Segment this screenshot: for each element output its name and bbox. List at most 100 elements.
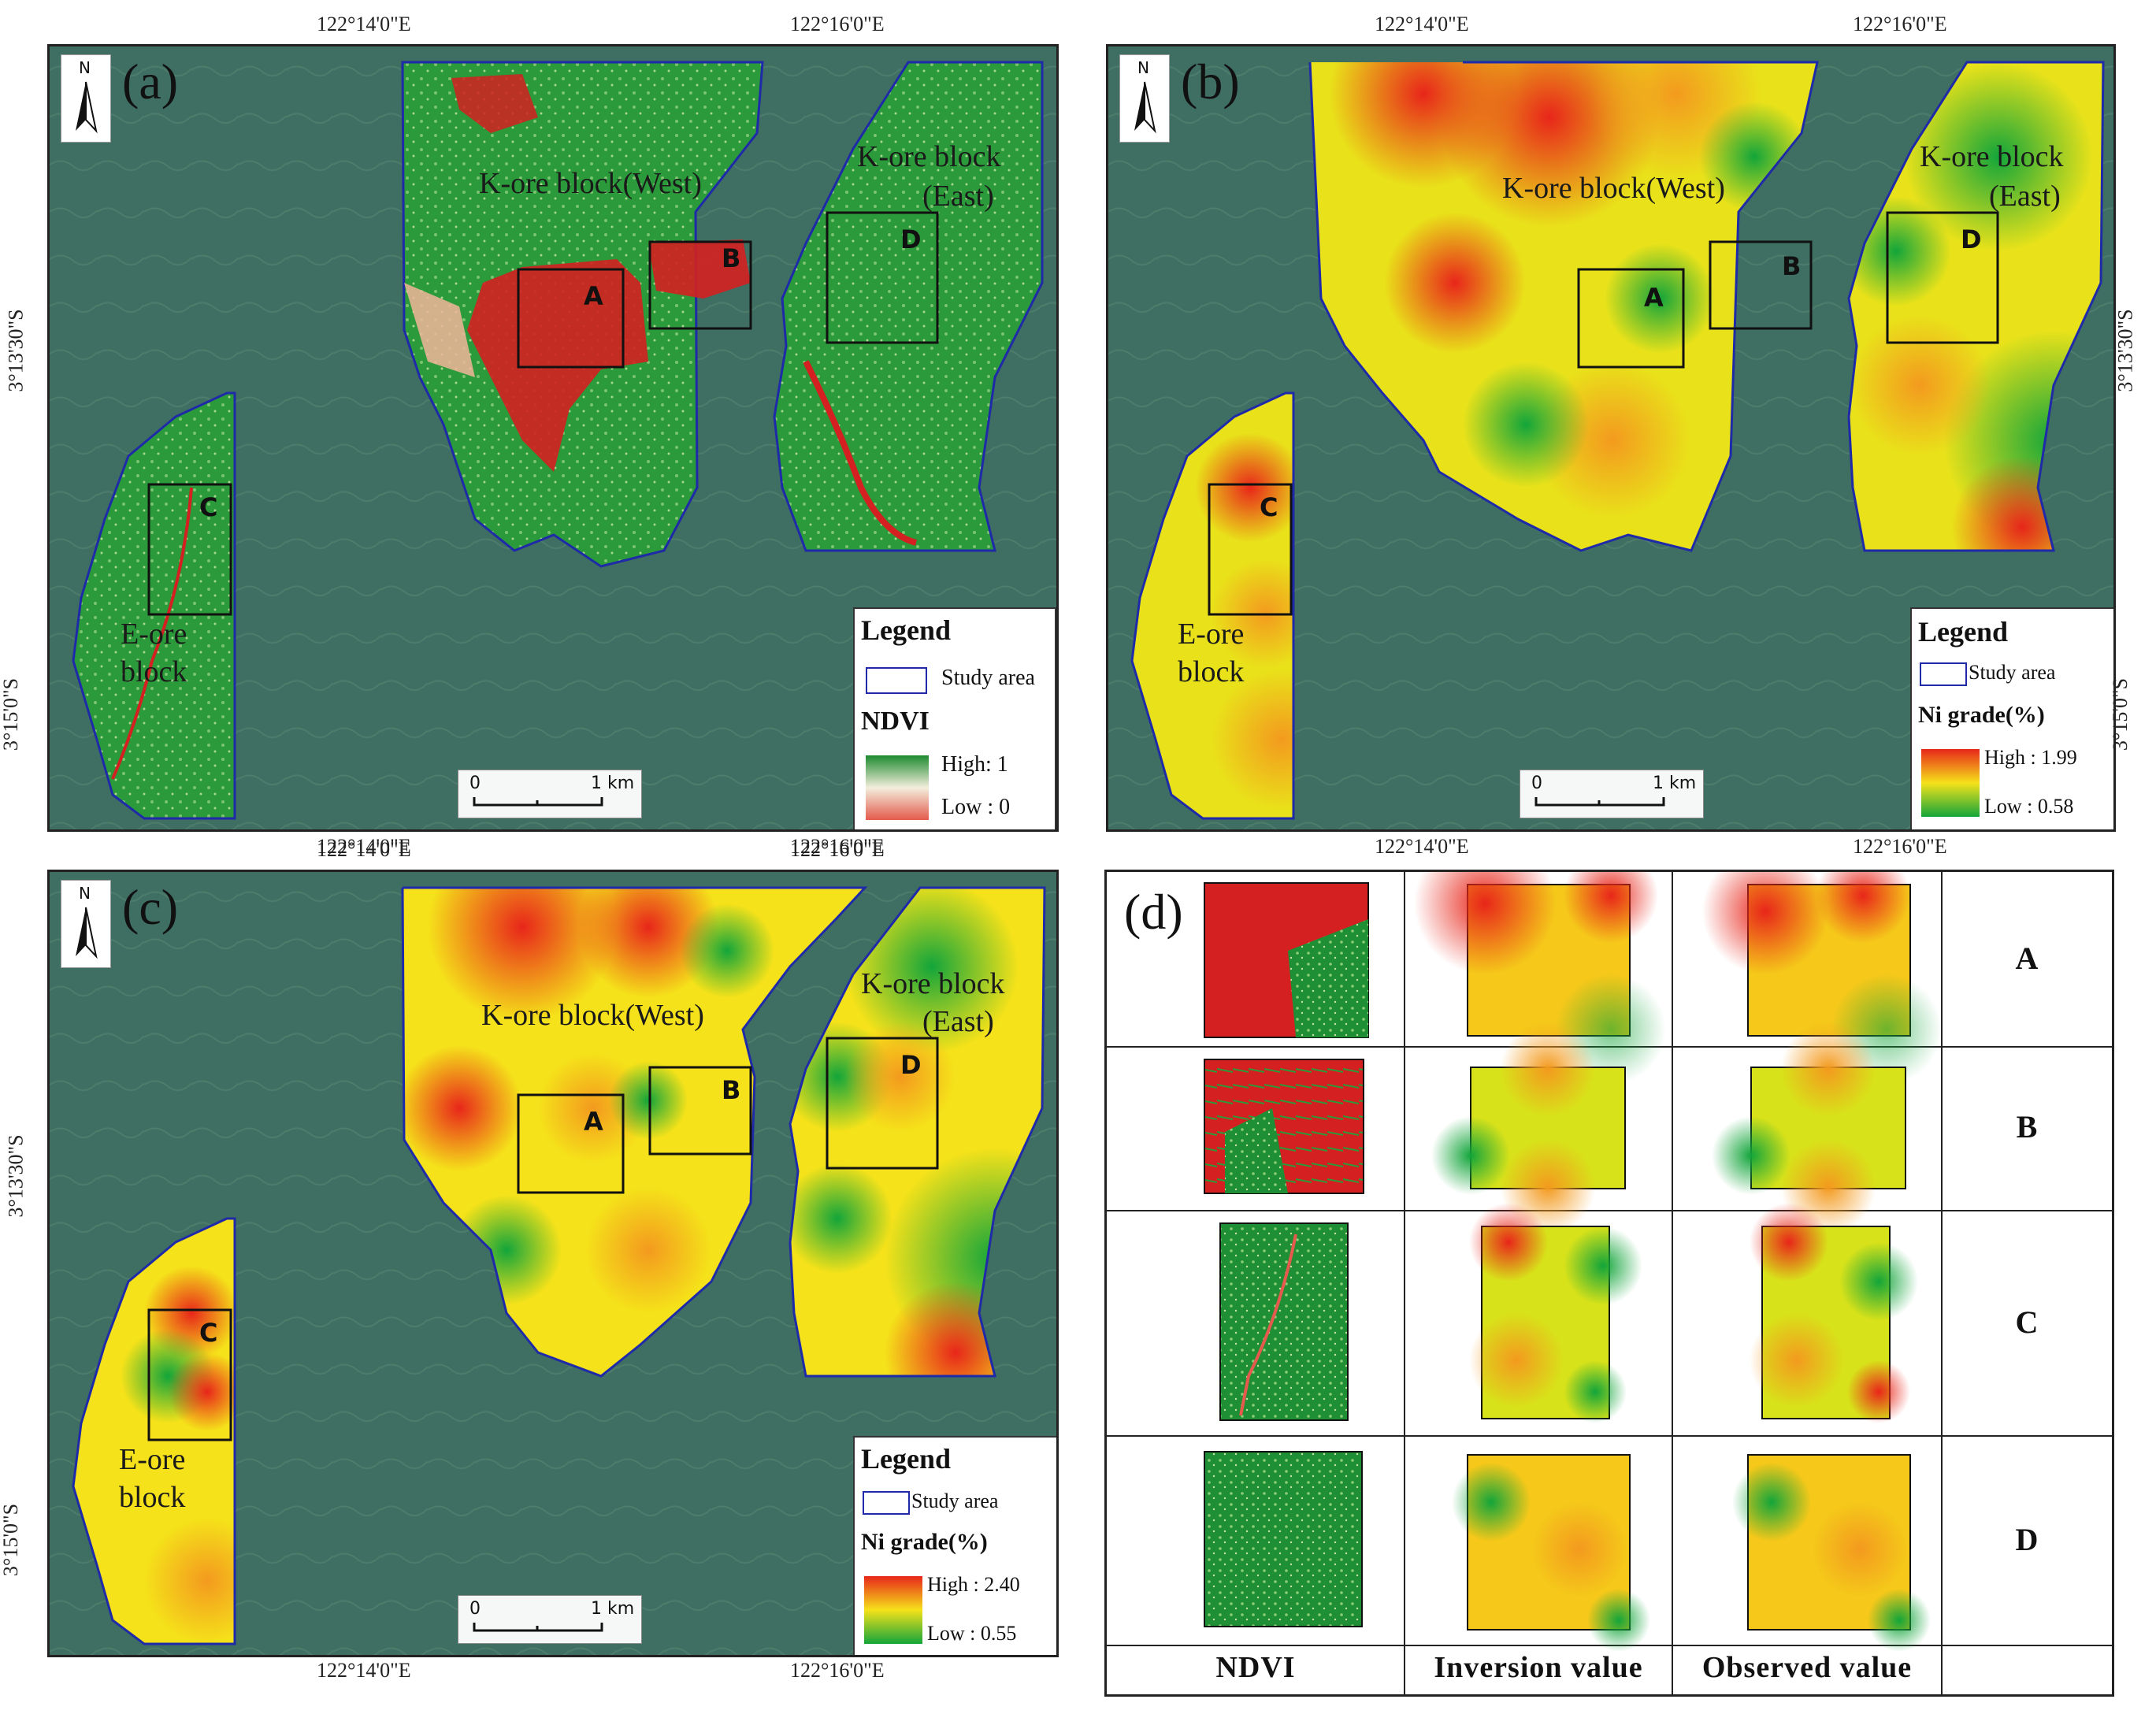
box-a-label-a: A — [584, 281, 603, 311]
panel-c-label: (c) — [122, 879, 179, 935]
panel-b-map: N (b) K-ore block(West) K-ore block (Eas… — [1106, 44, 2116, 832]
north-letter: N — [1137, 58, 1149, 77]
legend-high: High : 1.99 — [1984, 746, 2077, 769]
box-b-label-a: B — [722, 243, 741, 273]
lat-label-lower-right-b: 3°15'0"S — [2109, 677, 2132, 751]
north-letter: N — [79, 884, 91, 903]
scale-zero: 0 — [1531, 774, 1542, 793]
grade-colorbar — [864, 1576, 922, 1644]
e-ore-label-2-b: block — [1178, 655, 1245, 688]
k-west-red-zones-a — [467, 259, 648, 472]
north-arrow-a: N — [61, 54, 111, 143]
north-arrow-icon — [1134, 81, 1156, 134]
box-c-rect-a — [147, 483, 232, 616]
box-b-rect-a — [648, 240, 752, 330]
lat-label-upper-left-a: 3°13'30"S — [4, 309, 28, 392]
lon-label-top-left-a: 122°14'0"E — [317, 13, 411, 35]
study-area-text: Study area — [941, 666, 1035, 690]
row-c-ndvi-thumb — [1219, 1222, 1349, 1421]
scale-zero: 0 — [469, 1599, 481, 1619]
legend-low: Low : 0.55 — [927, 1622, 1017, 1645]
study-area-text: Study area — [1969, 661, 2056, 684]
scale-bar-c: 0 1 km — [458, 1595, 642, 1644]
col-label-inversion: Inversion value — [1434, 1651, 1643, 1684]
row-d-ndvi-thumb — [1204, 1451, 1363, 1627]
grade-colorbar — [1921, 749, 1980, 817]
ndvi-colorbar — [866, 755, 929, 820]
k-west-label-a: K-ore block(West) — [479, 167, 702, 200]
study-area-swatch — [863, 1491, 910, 1515]
box-c-rect-b — [1208, 483, 1293, 616]
panel-d-label: (d) — [1124, 884, 1183, 940]
row-label-c: C — [2015, 1304, 2039, 1340]
col-label-observed: Observed value — [1701, 1651, 1913, 1684]
legend-low: Low : 0 — [941, 795, 1011, 819]
scale-bar-line — [473, 1623, 603, 1632]
k-west-label-c: K-ore block(West) — [481, 999, 704, 1032]
north-letter: N — [79, 58, 91, 77]
box-d-label-c: D — [900, 1050, 922, 1080]
legend-high: High : 2.40 — [927, 1573, 1020, 1596]
panel-a-map: N (a) K-ore block(West) K-ore block (Eas… — [47, 44, 1059, 832]
row-a-ndvi-thumb — [1204, 882, 1369, 1038]
box-b-label-c: B — [722, 1075, 741, 1105]
legend-a: Legend Study area NDVI High: 1 Low : 0 — [853, 607, 1056, 829]
k-east-label-1-a: K-ore block — [857, 140, 1001, 173]
k-east-label-2-a: (East) — [922, 180, 994, 213]
row-label-d: D — [2015, 1522, 2039, 1557]
e-ore-label-1-a: E-ore — [121, 618, 187, 651]
lon-label-top-right-c: 122°16'0"E — [790, 838, 885, 861]
row-label-a: A — [2015, 940, 2039, 976]
row-d-observed-thumb — [1732, 1454, 1931, 1652]
row-c-inversion-thumb — [1469, 1203, 1642, 1423]
legend-low: Low : 0.58 — [1984, 795, 2074, 818]
box-b-rect-c — [648, 1066, 752, 1156]
study-area-swatch — [866, 667, 927, 694]
lon-label-bottom-left-b: 122°14'0"E — [1375, 835, 1469, 858]
lon-label-bottom-right-a: 122°16'0"E — [790, 835, 885, 858]
lon-label-bottom-left-a: 122°14'0"E — [317, 835, 411, 858]
lon-label-bottom-right-c: 122°16'0"E — [790, 1659, 885, 1682]
panel-d-table: (d) A B C D NDVI Inversion value Observe… — [1104, 870, 2114, 1697]
legend-title: Legend — [861, 614, 952, 646]
lon-label-bottom-right-b: 122°16'0"E — [1853, 835, 1947, 858]
lon-label-top-right-b: 122°16'0"E — [1853, 13, 1947, 35]
e-ore-label-2-a: block — [121, 655, 187, 688]
legend-high: High: 1 — [941, 752, 1008, 777]
north-arrow-c: N — [61, 880, 111, 968]
study-area-text: Study area — [911, 1490, 999, 1512]
box-c-label-a: C — [199, 492, 218, 522]
box-b-rect-b — [1709, 240, 1813, 330]
scale-km: 1 km — [591, 1599, 635, 1619]
col-label-ndvi: NDVI — [1215, 1651, 1296, 1684]
panel-b-label: (b) — [1181, 54, 1240, 109]
e-ore-label-2-c: block — [119, 1481, 186, 1514]
north-arrow-icon — [76, 907, 98, 959]
row-c-observed-thumb — [1750, 1203, 1918, 1423]
north-arrow-b: N — [1119, 54, 1170, 143]
row-label-b: B — [2016, 1109, 2038, 1145]
panel-b-svg — [1108, 46, 2113, 829]
box-d-label-b: D — [1961, 224, 1982, 254]
box-c-label-c: C — [199, 1318, 218, 1348]
row-a-inversion-thumb — [1414, 872, 1666, 1085]
legend-c: Legend Study area Ni grade(%) High : 2.4… — [853, 1436, 1056, 1655]
panel-a-svg — [50, 46, 1056, 829]
box-d-rect-a — [826, 211, 939, 344]
k-west-label-b: K-ore block(West) — [1502, 172, 1725, 205]
legend-var-title: Ni grade(%) — [861, 1529, 988, 1555]
box-b-label-b: B — [1782, 251, 1802, 281]
panel-c-map: N (c) K-ore block(West) K-ore block (Eas… — [47, 870, 1059, 1657]
e-ore-label-1-b: E-ore — [1178, 618, 1245, 651]
box-a-rect-b — [1577, 268, 1685, 369]
legend-var-title: Ni grade(%) — [1918, 702, 2045, 728]
k-east-label-2-c: (East) — [922, 1005, 994, 1038]
table-grid — [1107, 872, 2112, 1694]
k-east-label-2-b: (East) — [1989, 180, 2061, 213]
legend-title: Legend — [861, 1443, 952, 1475]
box-c-label-b: C — [1260, 492, 1278, 522]
lon-label-top-left-b: 122°14'0"E — [1375, 13, 1469, 35]
row-b-inversion-thumb — [1431, 1022, 1626, 1234]
box-a-rect-c — [517, 1093, 625, 1194]
scale-km: 1 km — [591, 774, 635, 793]
